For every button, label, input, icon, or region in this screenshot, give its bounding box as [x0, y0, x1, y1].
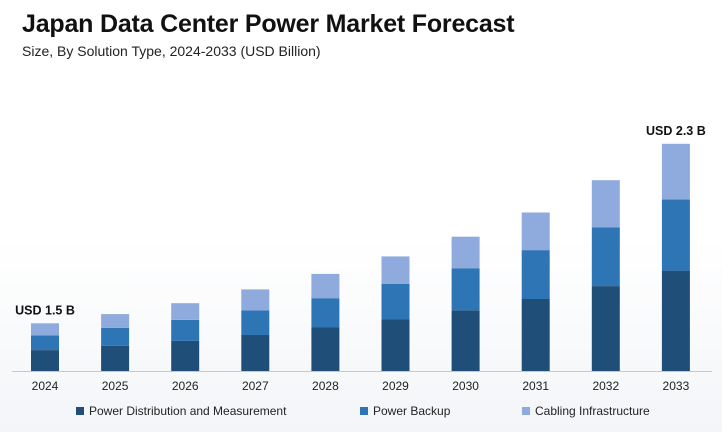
x-tick-label: 2029 — [382, 379, 409, 393]
legend-label: Cabling Infrastructure — [535, 404, 650, 418]
bar-segment-2033-3 — [661, 143, 690, 200]
bar-segment-2025-2 — [101, 327, 130, 346]
legend-label: Power Backup — [373, 404, 451, 418]
chart-title: Japan Data Center Power Market Forecast — [22, 10, 515, 38]
bar-segment-2025-3 — [101, 314, 130, 328]
x-tick-label: 2031 — [522, 379, 549, 393]
x-tick-label: 2032 — [592, 379, 619, 393]
bar-segment-2029-2 — [381, 284, 410, 320]
legend-swatch — [360, 407, 368, 415]
bar-segment-2024-3 — [31, 323, 59, 336]
bar-segment-2029-3 — [381, 256, 410, 284]
bar-segment-2028-2 — [311, 298, 340, 328]
bar-segment-2025-1 — [101, 345, 130, 371]
chart-subtitle: Size, By Solution Type, 2024-2033 (USD B… — [22, 43, 321, 59]
bar-segment-2031-2 — [521, 250, 550, 299]
bar-segment-2031-1 — [521, 299, 550, 371]
bar-segment-2032-3 — [591, 180, 620, 228]
bar-segment-2027-3 — [241, 289, 270, 311]
x-tick-label: 2030 — [452, 379, 479, 393]
bar-segment-2024-1 — [31, 350, 59, 371]
total-value-label: USD 1.5 B — [15, 303, 75, 317]
bar-segment-2030-1 — [451, 310, 480, 371]
chart-legend: Power Distribution and Measurement Power … — [0, 404, 722, 422]
bar-segment-2030-2 — [451, 268, 480, 311]
bar-segment-2026-3 — [171, 303, 200, 320]
x-tick-label: 2025 — [102, 379, 129, 393]
bar-segment-2028-3 — [311, 273, 340, 299]
bar-segment-2032-2 — [591, 227, 620, 287]
total-value-label: USD 2.3 B — [646, 124, 706, 138]
legend-swatch — [76, 407, 84, 415]
x-tick-label: 2027 — [242, 379, 269, 393]
bar-segment-2032-1 — [591, 286, 620, 371]
bar-segment-2027-1 — [241, 335, 270, 371]
bar-segment-2024-2 — [31, 335, 59, 350]
bar-segment-2026-2 — [171, 320, 200, 341]
bar-segment-2033-2 — [661, 199, 690, 271]
x-tick-label: 2024 — [32, 379, 59, 393]
bar-segment-2031-3 — [521, 212, 550, 251]
x-tick-label: 2026 — [172, 379, 199, 393]
bar-segment-2026-1 — [171, 340, 200, 371]
x-tick-label: 2028 — [312, 379, 339, 393]
bar-segment-2033-1 — [661, 270, 690, 371]
x-tick-label: 2033 — [663, 379, 690, 393]
bar-segment-2028-1 — [311, 327, 340, 371]
bar-segment-2027-2 — [241, 310, 270, 335]
bar-segment-2030-3 — [451, 236, 480, 269]
legend-swatch — [522, 407, 530, 415]
legend-item: Power Distribution and Measurement — [76, 404, 286, 418]
legend-item: Cabling Infrastructure — [522, 404, 650, 418]
legend-item: Power Backup — [360, 404, 450, 418]
bar-segment-2029-1 — [381, 319, 410, 371]
legend-label: Power Distribution and Measurement — [89, 404, 287, 418]
